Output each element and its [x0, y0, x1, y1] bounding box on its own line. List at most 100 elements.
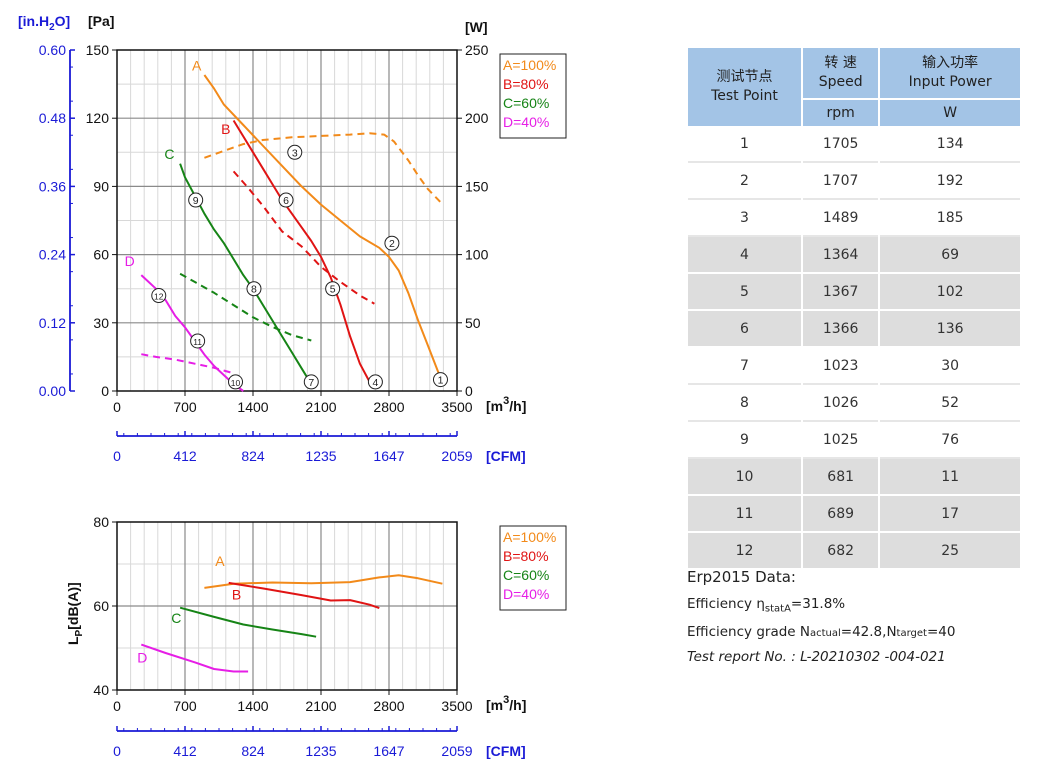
x-tick-label: 0 — [113, 698, 121, 714]
table-row: 2 1707 192 — [688, 163, 1020, 200]
x-tick-label: 1400 — [237, 698, 268, 714]
cell-speed: 1025 — [802, 422, 879, 459]
cell-test-point: 2 — [688, 163, 801, 200]
legend-entry: D=40% — [503, 586, 549, 602]
erp-grade: Efficiency grade Nactual=42.8,Ntarget=40 — [687, 624, 955, 640]
test-point-marker — [190, 333, 206, 349]
cfm-tick-label: 1235 — [305, 448, 336, 464]
cell-input-power: 102 — [880, 274, 1020, 311]
legend-entry: D=40% — [503, 114, 549, 130]
cfm-tick-label: 1647 — [373, 743, 404, 759]
test-point-number: 4 — [372, 377, 378, 389]
y-tick-label-lp: 60 — [93, 598, 109, 614]
header-speed-unit: rpm — [802, 98, 879, 126]
table-row: 12 682 25 — [688, 533, 1020, 570]
unit-w: [W] — [465, 19, 488, 35]
unit-m3h-part: /h] — [509, 697, 526, 713]
table-row: 10 681 11 — [688, 459, 1020, 496]
cell-speed: 682 — [802, 533, 879, 570]
test-point-marker — [384, 235, 400, 251]
cell-test-point: 3 — [688, 200, 801, 237]
x-tick-label: 700 — [173, 399, 197, 415]
erp-grade-sub-target: target — [896, 627, 927, 639]
header-speed: 转 速 Speed — [802, 48, 879, 98]
noise-curve-D — [140, 643, 249, 673]
header-power-cn: 输入功率 — [922, 55, 979, 71]
y-tick-label-pa: 30 — [93, 315, 109, 331]
legend-entry: A=100% — [503, 57, 556, 73]
cell-speed: 1489 — [802, 200, 879, 237]
y-tick-label-inh2o: 0.24 — [39, 247, 66, 263]
test-point-marker — [246, 281, 262, 297]
y-tick-label-w: 200 — [465, 110, 489, 126]
header-test-point: 测试节点 Test Point — [688, 48, 801, 126]
test-point-number: 12 — [154, 292, 164, 302]
test-point-table: 测试节点 Test Point 转 速 Speed 输入功率 Input Pow… — [686, 48, 1022, 570]
cell-test-point: 5 — [688, 274, 801, 311]
cfm-tick-label: 412 — [173, 743, 197, 759]
test-point-marker — [278, 192, 294, 208]
cell-input-power: 69 — [880, 237, 1020, 274]
cell-test-point: 9 — [688, 422, 801, 459]
cell-input-power: 30 — [880, 348, 1020, 385]
x-tick-label: 1400 — [237, 399, 268, 415]
table-row: 11 689 17 — [688, 496, 1020, 533]
y-tick-label-inh2o: 0.48 — [39, 110, 66, 126]
table-row: 4 1364 69 — [688, 237, 1020, 274]
x-tick-label: 3500 — [441, 399, 472, 415]
table-row: 5 1367 102 — [688, 274, 1020, 311]
cell-speed: 1364 — [802, 237, 879, 274]
test-point-number: 5 — [330, 284, 336, 296]
cell-input-power: 192 — [880, 163, 1020, 200]
cell-test-point: 8 — [688, 385, 801, 422]
table-row: 9 1025 76 — [688, 422, 1020, 459]
y-tick-label-lp: 80 — [93, 514, 109, 530]
y-tick-label-pa: 150 — [86, 42, 110, 58]
header-speed-en: Speed — [818, 74, 863, 90]
cell-test-point: 12 — [688, 533, 801, 570]
cfm-tick-label: 2059 — [441, 743, 472, 759]
test-point-number: 9 — [193, 195, 199, 207]
unit-m3h: [m3/h] — [486, 395, 526, 414]
legend-entry: C=60% — [503, 567, 549, 583]
power-curve-C — [179, 272, 312, 342]
table-row: 8 1026 52 — [688, 385, 1020, 422]
cfm-tick-label: 0 — [113, 448, 121, 464]
unit-inh2o-sub: 2 — [49, 22, 55, 33]
curve-label-C: C — [164, 146, 174, 162]
power-curve-A — [204, 132, 444, 205]
erp-grade-value-target: =40 — [926, 623, 956, 640]
curve-label-A: A — [215, 553, 225, 569]
cell-speed: 1366 — [802, 311, 879, 348]
noise-chart: 40 60 80 LP[dB(A)] 0 700 1400 2100 2800 3500 [m3/h… — [65, 514, 567, 759]
test-point-marker — [432, 372, 448, 388]
cfm-tick-label: 1235 — [305, 743, 336, 759]
cfm-tick-label: 1647 — [373, 448, 404, 464]
test-point-number: 7 — [308, 377, 314, 389]
erp-efficiency-value: =31.8% — [790, 596, 846, 612]
cell-test-point: 1 — [688, 126, 801, 163]
unit-m3h-sup: 3 — [503, 694, 509, 706]
pressure-curve-A — [203, 74, 444, 383]
erp-grade-sub-actual: actual — [809, 627, 841, 639]
cell-test-point: 7 — [688, 348, 801, 385]
curve-label-C: C — [171, 610, 181, 626]
legend-entry: C=60% — [503, 95, 549, 111]
header-speed-cn: 转 速 — [824, 55, 857, 71]
erp-report-number: Test report No. : L-20210302 -004-021 — [687, 648, 946, 665]
pressure-power-chart: 03060901201500.000.120.240.360.480.60[in… — [18, 13, 567, 464]
curve-label-D: D — [125, 253, 135, 269]
test-point-number: 6 — [283, 195, 289, 207]
cell-speed: 689 — [802, 496, 879, 533]
table-row: 7 1023 30 — [688, 348, 1020, 385]
cell-speed: 681 — [802, 459, 879, 496]
y-label-lp: LP[dB(A)] — [65, 582, 85, 645]
cell-test-point: 11 — [688, 496, 801, 533]
test-point-number: 11 — [193, 337, 202, 347]
x-tick-label: 2800 — [373, 399, 404, 415]
x-tick-label: 0 — [113, 399, 121, 415]
table-row: 3 1489 185 — [688, 200, 1020, 237]
erp-data-block: Erp2015 Data: Efficiency ηstatA=31.8% Ef… — [687, 568, 955, 674]
cell-test-point: 4 — [688, 237, 801, 274]
unit-cfm: [CFM] — [486, 743, 526, 759]
